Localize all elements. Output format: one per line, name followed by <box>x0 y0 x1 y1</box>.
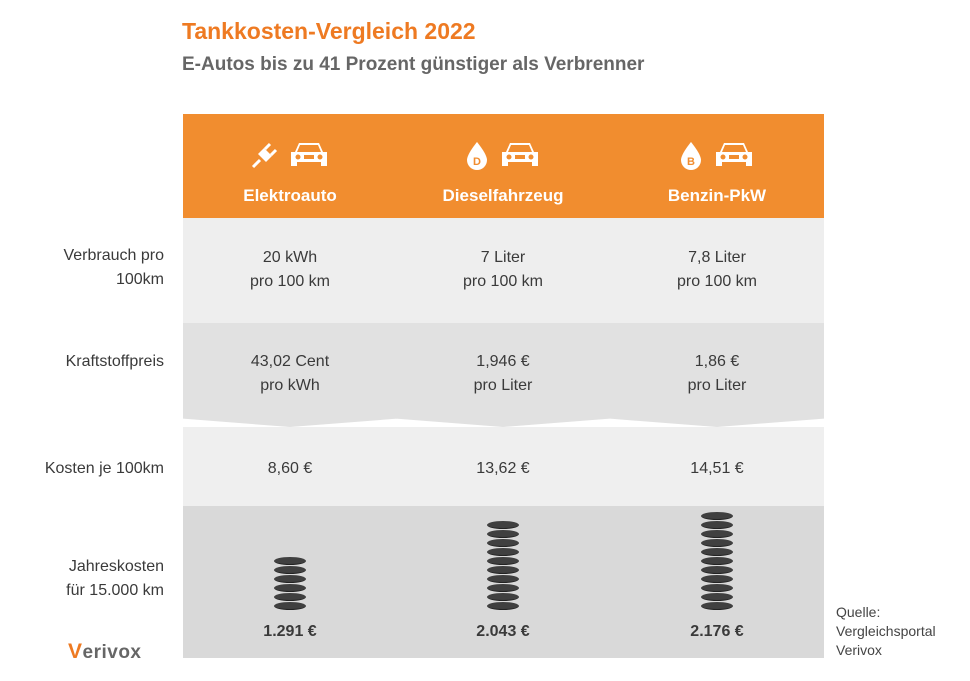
preis-value: 1,946 € pro Liter <box>473 353 533 394</box>
coin <box>701 539 733 547</box>
fuel-badge: D <box>473 156 481 168</box>
jahreskosten-value: 2.176 € <box>690 623 744 640</box>
fuel-drop-icon: D <box>467 142 487 170</box>
verbrauch-value: 20 kWh pro 100 km <box>249 249 331 290</box>
coin <box>487 584 519 592</box>
coin <box>487 521 519 529</box>
column-name: Benzin-PkW <box>667 186 767 205</box>
coin <box>487 575 519 583</box>
coin <box>701 521 733 529</box>
car-icon <box>291 143 327 166</box>
kosten-value: 13,62 € <box>476 460 530 477</box>
coin <box>487 566 519 574</box>
coin <box>487 548 519 556</box>
column-header: D Dieselfahrzeug <box>396 114 610 218</box>
car-icon <box>502 143 538 166</box>
jahreskosten-value: 1.291 € <box>263 623 317 640</box>
jahreskosten-value: 2.043 € <box>476 623 530 640</box>
coin <box>701 548 733 556</box>
row-label-jahreskosten: Jahreskosten für 15.000 km <box>66 558 164 599</box>
coin <box>274 566 306 574</box>
page-title: Tankkosten-Vergleich 2022 <box>182 18 476 44</box>
page-subtitle: E-Autos bis zu 41 Prozent günstiger als … <box>182 54 645 75</box>
plug-icon <box>251 142 278 169</box>
coin <box>701 530 733 538</box>
preis-value: 1,86 € pro Liter <box>687 353 747 394</box>
column-name: Dieselfahrzeug <box>442 186 564 205</box>
coin <box>701 566 733 574</box>
row-label-kraftstoffpreis: Kraftstoffpreis <box>65 353 164 370</box>
verivox-logo: Verivox <box>68 640 142 663</box>
coin <box>487 530 519 538</box>
fuel-drop-icon: B <box>681 142 701 170</box>
column-header: B Benzin-PkW <box>610 114 824 218</box>
car-icon <box>716 143 752 166</box>
coin <box>701 557 733 565</box>
column-header: Elektroauto <box>183 114 397 218</box>
coin <box>701 593 733 601</box>
coin <box>274 584 306 592</box>
coin <box>274 593 306 601</box>
coin <box>274 602 306 610</box>
coin-stack-icon <box>487 520 519 610</box>
coin <box>274 575 306 583</box>
coin-stack-icon <box>701 511 733 610</box>
kosten-value: 8,60 € <box>267 460 313 477</box>
column-name: Elektroauto <box>243 186 337 205</box>
coin <box>701 602 733 610</box>
preis-value: 43,02 Cent pro kWh <box>250 353 330 394</box>
coin <box>274 557 306 565</box>
coin-stack-icon <box>274 556 306 610</box>
verbrauch-value: 7,8 Liter pro 100 km <box>676 249 758 290</box>
column-elektroauto: Elektroauto 20 kWh pro 100 km 43,02 Cent… <box>183 114 397 658</box>
coin <box>487 539 519 547</box>
coin <box>701 584 733 592</box>
row-label-kosten: Kosten je 100km <box>44 460 164 477</box>
column-dieselfahrzeug: D Dieselfahrzeug 7 Liter pro 100 km 1,94… <box>396 114 610 658</box>
kosten-value: 14,51 € <box>690 460 744 477</box>
coin <box>487 557 519 565</box>
coin <box>487 602 519 610</box>
source-note: Quelle: Vergleichsportal Verivox <box>836 604 936 658</box>
coin <box>701 512 733 520</box>
column-benzin-pkw: B Benzin-PkW 7,8 Liter pro 100 km 1,86 €… <box>610 114 824 658</box>
row-label-verbrauch: Verbrauch pro 100km <box>63 247 164 288</box>
coin <box>487 593 519 601</box>
fuel-badge: B <box>687 156 695 168</box>
coin <box>701 575 733 583</box>
verbrauch-value: 7 Liter pro 100 km <box>462 249 544 290</box>
